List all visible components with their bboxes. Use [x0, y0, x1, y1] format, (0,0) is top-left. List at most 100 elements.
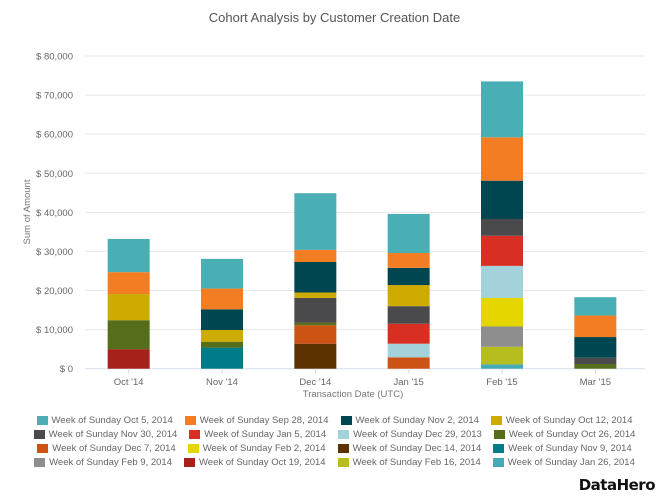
y-tick-label: $ 20,000 [36, 286, 73, 297]
legend-item[interactable]: Week of Sunday Oct 12, 2014 [490, 413, 633, 427]
y-tick-label: $ 30,000 [36, 247, 73, 258]
x-tick-label: Dec '14 [299, 377, 331, 388]
bar-segment[interactable]: Week of Sunday Oct 12, 2014 — Nov '14: 3… [201, 330, 243, 342]
bar-segment[interactable]: Week of Sunday Nov 30, 2014 — Feb '15: 4… [481, 218, 523, 236]
bar-segment[interactable]: Week of Sunday Nov 30, 2014 — Dec '14: 6… [294, 297, 337, 323]
legend-label: Week of Sunday Dec 7, 2014 [52, 442, 176, 454]
bar-segment[interactable]: Week of Sunday Oct 12, 2014 — Dec '14: 1… [294, 292, 337, 298]
legend-item[interactable]: Week of Sunday Jan 5, 2014 [189, 427, 326, 441]
legend-item[interactable]: Week of Sunday Nov 2, 2014 [340, 413, 479, 427]
bar-segment[interactable]: Week of Sunday Sep 28, 2014 — Jan '15: 3… [387, 253, 430, 268]
legend-item[interactable]: Week of Sunday Dec 7, 2014 [37, 441, 176, 455]
legend-swatch [184, 415, 196, 425]
bar-segment[interactable]: Week of Sunday Oct 12, 2014 — Oct '14: 6… [107, 294, 150, 321]
bar-segment[interactable]: Week of Sunday Dec 7, 2014 — Dec '14: 47… [294, 325, 337, 344]
bar-segment[interactable]: Week of Sunday Nov 9, 2014 — Nov '14: 54… [201, 347, 243, 369]
x-axis: Oct '14 Nov '14 Dec '14 Jan '15 Feb '15 Mar '… [114, 368, 611, 388]
legend-item[interactable]: Week of Sunday Oct 26, 2014 [493, 427, 635, 441]
bar-segment[interactable]: Week of Sunday Dec 29, 2013 — Jan '15: 3… [387, 343, 430, 358]
legend-label: Week of Sunday Feb 2, 2014 [202, 442, 326, 454]
bar-segment[interactable]: Week of Sunday Oct 26, 2014 — Oct '14: 7… [107, 320, 150, 350]
bar-segment[interactable]: Week of Sunday Oct 5, 2014 — Oct '14: 85… [107, 238, 150, 273]
legend-label: Week of Sunday Feb 9, 2014 [49, 456, 173, 468]
legend-item[interactable]: Week of Sunday Feb 2, 2014 [187, 441, 326, 455]
bar-segment[interactable]: Week of Sunday Nov 30, 2014 — Mar '15: 1… [574, 357, 617, 365]
bar-segment[interactable]: Week of Sunday Sep 28, 2014 — Oct '14: 5… [107, 272, 150, 295]
bar-segment[interactable]: Week of Sunday Oct 19, 2014 — Oct '14: 5… [107, 349, 150, 369]
legend-item[interactable]: Week of Sunday Dec 14, 2014 [337, 441, 481, 455]
legend-swatch [490, 415, 502, 425]
bar-segment[interactable]: Week of Sunday Oct 26, 2014 — Nov '14: 1… [201, 341, 243, 348]
y-tick-label: $ 80,000 [36, 52, 73, 63]
legend-swatch [340, 415, 352, 425]
y-tick-label: $ 10,000 [36, 325, 73, 336]
legend-label: Week of Sunday Nov 2, 2014 [355, 414, 479, 426]
bar-segment[interactable]: Week of Sunday Nov 2, 2014 — Dec '14: 78… [294, 261, 337, 293]
gridlines [85, 55, 645, 370]
legend-swatch [337, 457, 349, 467]
legend-label: Week of Sunday Feb 16, 2014 [352, 456, 481, 468]
legend-label: Week of Sunday Nov 30, 2014 [48, 428, 178, 440]
bar-segment[interactable]: Week of Sunday Feb 9, 2014 — Feb '15: 52… [481, 326, 523, 347]
legend-label: Week of Sunday Jan 26, 2014 [507, 456, 635, 468]
bar-segment[interactable]: Week of Sunday Oct 5, 2014 — Jan '15: 10… [387, 213, 430, 254]
bar-segment[interactable]: Week of Sunday Nov 2, 2014 — Feb '15: 98… [481, 180, 523, 219]
legend-swatch [337, 443, 349, 453]
legend-label: Week of Sunday Oct 12, 2014 [505, 414, 633, 426]
legend-item[interactable]: Week of Sunday Jan 26, 2014 [492, 455, 635, 469]
legend-swatch [338, 429, 350, 439]
bar-segment[interactable]: Week of Sunday Oct 26, 2014 — Mar '15: 1… [574, 364, 617, 369]
bar-segment[interactable]: Week of Sunday Dec 7, 2014 — Jan '15: 29… [387, 357, 430, 369]
bar-segment[interactable]: Week of Sunday Nov 30, 2014 — Jan '15: 4… [387, 306, 430, 324]
legend-item[interactable]: Week of Sunday Sep 28, 2014 [184, 413, 329, 427]
bar-segment[interactable]: Week of Sunday Feb 2, 2014 — Feb '15: 73… [481, 297, 523, 327]
bar-segment[interactable]: Week of Sunday Sep 28, 2014 — Feb '15: 1… [481, 137, 523, 181]
legend-row: Week of Sunday Feb 9, 2014 Week of Sunday… [0, 455, 669, 469]
bar-segment[interactable]: Week of Sunday Sep 28, 2014 — Mar '15: 5… [574, 315, 617, 338]
bar-segment[interactable]: Week of Sunday Oct 5, 2014 — Nov '14: 76… [201, 258, 243, 289]
bar-segment[interactable]: Week of Sunday Nov 2, 2014 — Jan '15: 44… [387, 267, 430, 286]
chart-title: Cohort Analysis by Customer Creation Dat… [208, 10, 461, 25]
legend-swatch [36, 415, 48, 425]
bar-segment[interactable]: Week of Sunday Oct 5, 2014 — Dec '14: 14… [294, 193, 337, 250]
bar-segment[interactable]: Week of Sunday Jan 5, 2014 — Feb '15: 77… [481, 235, 523, 266]
y-tick-label: $ 70,000 [36, 91, 73, 102]
bar-segment[interactable]: Week of Sunday Dec 29, 2013 — Feb '15: 8… [481, 265, 523, 298]
x-axis-label: Transaction Date (UTC) [303, 389, 403, 400]
bar-segment[interactable]: Week of Sunday Jan 26, 2014 — Feb '15: 1… [481, 364, 523, 369]
y-axis-label: Sum of Amount [22, 179, 33, 244]
legend-row: Week of Sunday Dec 7, 2014 Week of Sunday… [0, 441, 669, 455]
y-tick-label: $ 50,000 [36, 169, 73, 180]
legend-item[interactable]: Week of Sunday Feb 16, 2014 [337, 455, 481, 469]
bar-segment[interactable]: Week of Sunday Oct 5, 2014 — Mar '15: 47… [574, 297, 617, 316]
legend-item[interactable]: Week of Sunday Dec 29, 2013 [338, 427, 482, 441]
bars: Week of Sunday Oct 19, 2014 — Oct '14: 5… [107, 81, 617, 369]
legend-item[interactable]: Week of Sunday Oct 5, 2014 [36, 413, 173, 427]
legend-item[interactable]: Week of Sunday Feb 9, 2014 [34, 455, 172, 469]
bar-segment[interactable]: Week of Sunday Feb 16, 2014 — Feb '15: 4… [481, 346, 523, 365]
bar-segment[interactable]: Week of Sunday Oct 26, 2014 — Dec '14: 7… [294, 322, 337, 326]
bar-segment[interactable]: Week of Sunday Nov 2, 2014 — Nov '14: 53… [201, 309, 243, 331]
legend-label: Week of Sunday Oct 19, 2014 [199, 456, 326, 468]
bar-segment[interactable]: Week of Sunday Dec 14, 2014 — Dec '14: 6… [294, 343, 337, 369]
datahero-logo: DataHero [578, 476, 656, 494]
bar-segment[interactable]: Week of Sunday Oct 12, 2014 — Jan '15: 5… [387, 285, 430, 307]
bar-segment[interactable]: Week of Sunday Jan 5, 2014 — Jan '15: 51… [387, 323, 430, 344]
legend-label: Week of Sunday Jan 5, 2014 [204, 428, 327, 440]
legend-swatch [492, 457, 504, 467]
bar-segment[interactable]: Week of Sunday Sep 28, 2014 — Nov '14: 5… [201, 288, 243, 310]
legend-swatch [493, 429, 505, 439]
legend-label: Week of Sunday Dec 29, 2013 [353, 428, 482, 440]
bar-segment[interactable]: Week of Sunday Nov 2, 2014 — Mar '15: 53… [574, 337, 617, 358]
legend-item[interactable]: Week of Sunday Nov 9, 2014 [493, 441, 632, 455]
legend-row: Week of Sunday Nov 30, 2014 Week of Sunda… [0, 427, 669, 441]
stacked-bar-chart: $ 0 $ 10,000 $ 20,000 $ 30,000 $ 40,000 $ 50,… [22, 52, 645, 400]
legend-swatch [34, 457, 46, 467]
legend-item[interactable]: Week of Sunday Oct 19, 2014 [184, 455, 326, 469]
bar-segment[interactable]: Week of Sunday Sep 28, 2014 — Dec '14: 3… [294, 249, 337, 262]
y-axis: $ 0 $ 10,000 $ 20,000 $ 30,000 $ 40,000 $ 50,… [36, 52, 73, 376]
legend-label: Week of Sunday Nov 9, 2014 [508, 442, 632, 454]
legend-item[interactable]: Week of Sunday Nov 30, 2014 [33, 427, 178, 441]
bar-segment[interactable]: Week of Sunday Oct 5, 2014 — Feb '15: 14… [481, 81, 523, 138]
x-tick-label: Mar '15 [580, 377, 611, 388]
